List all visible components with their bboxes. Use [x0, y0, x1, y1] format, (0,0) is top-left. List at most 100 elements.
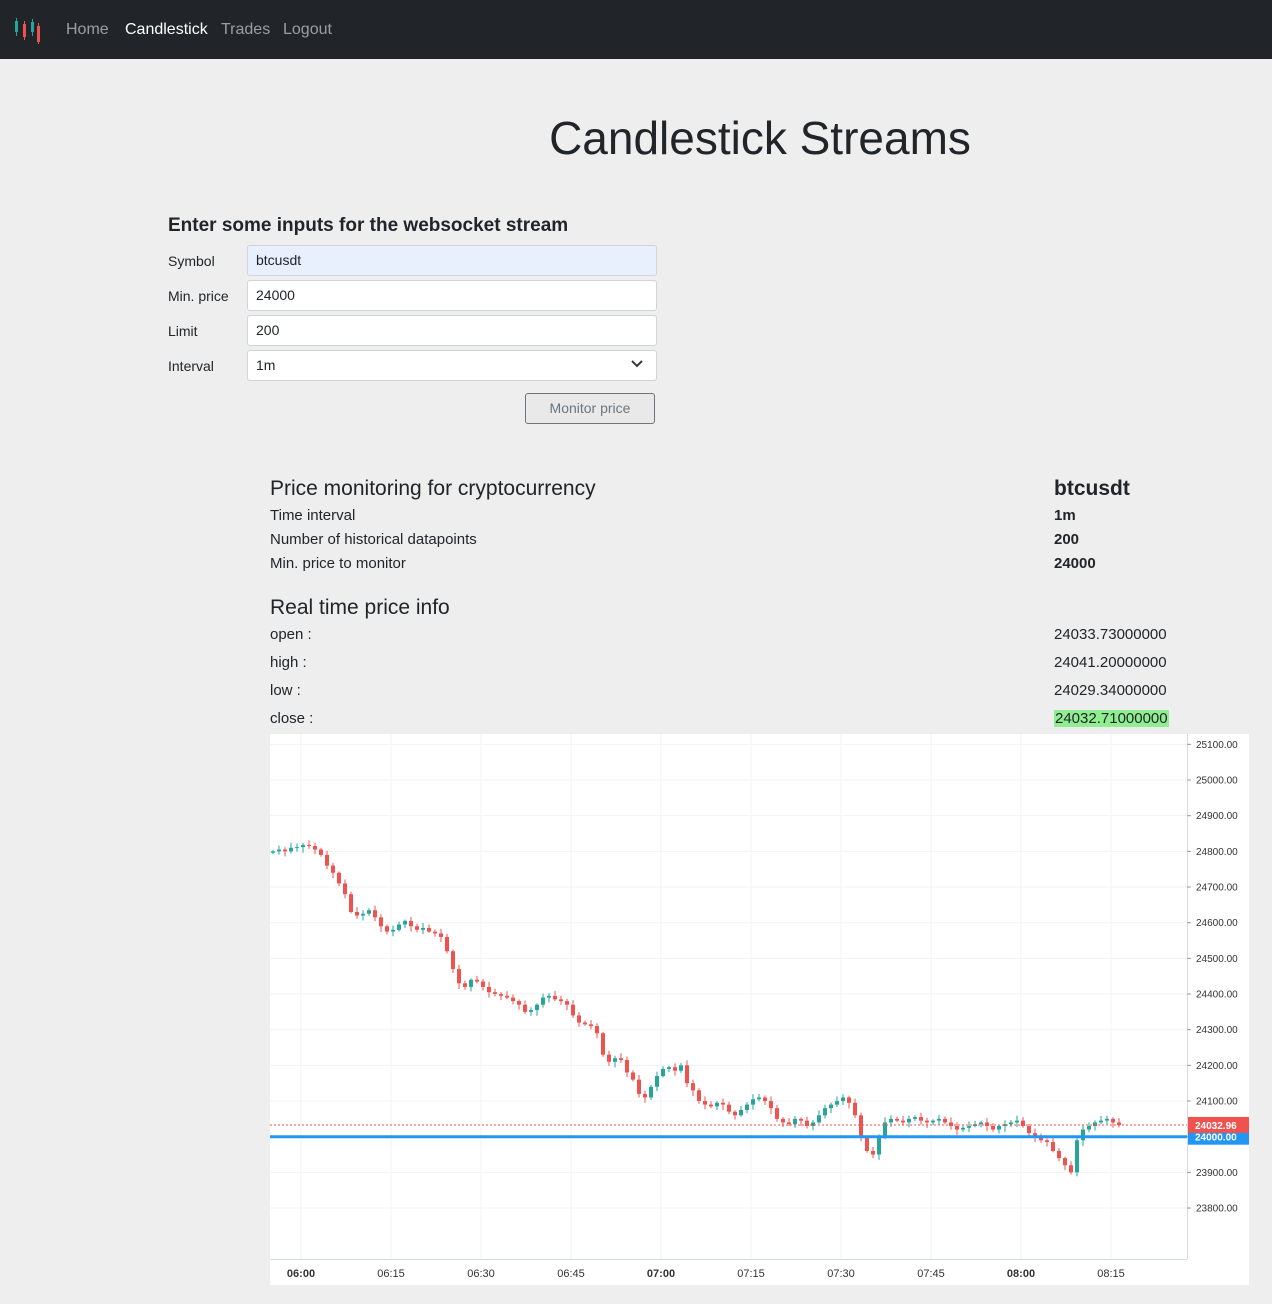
candle-body: [625, 1060, 629, 1073]
candlestick-chart-canvas[interactable]: 25100.00 25000.00 24900.00 24800.00 24700.00…: [270, 734, 1249, 1285]
candle: [565, 999, 569, 1011]
candle-body: [1045, 1140, 1049, 1143]
price-tick-label: 23900.00: [1196, 1168, 1238, 1179]
candle-body: [373, 910, 377, 918]
candle: [1069, 1161, 1073, 1175]
candle: [931, 1119, 935, 1126]
candle: [571, 1000, 575, 1018]
candle-body: [703, 1101, 707, 1105]
candle: [331, 862, 335, 879]
candle-body: [697, 1090, 701, 1102]
candle-body: [1039, 1136, 1043, 1141]
candle: [505, 991, 509, 1000]
interval-select[interactable]: 1m: [247, 350, 657, 381]
candle-body: [571, 1004, 575, 1016]
candle-body: [829, 1104, 833, 1109]
candle-body: [511, 997, 515, 1002]
candle: [295, 843, 299, 852]
candle-body: [277, 849, 281, 852]
candle-body: [679, 1065, 683, 1071]
candle-body: [949, 1122, 953, 1126]
candle-body: [409, 920, 413, 927]
candle: [691, 1079, 695, 1097]
limit-input[interactable]: 200: [247, 315, 657, 346]
candle: [793, 1116, 797, 1128]
candle-body: [523, 1004, 527, 1012]
candle: [919, 1112, 923, 1125]
candle-body: [1009, 1122, 1013, 1125]
candle-body: [865, 1136, 869, 1151]
candle: [601, 1031, 605, 1057]
nav-link-logout[interactable]: Logout: [283, 21, 332, 38]
nav-link-candlestick[interactable]: Candlestick: [125, 21, 208, 38]
candle: [1117, 1118, 1121, 1128]
price-tick-label: 24100.00: [1196, 1097, 1238, 1108]
min-price-input[interactable]: 24000: [247, 280, 657, 311]
candle-body: [895, 1118, 899, 1121]
candle: [775, 1104, 779, 1122]
candlestick-logo-icon[interactable]: [14, 18, 42, 44]
candle-body: [841, 1097, 845, 1102]
close-value-wrap: 24032.71000000: [1054, 709, 1169, 729]
candle: [421, 923, 425, 935]
nav-link-trades[interactable]: Trades: [221, 21, 271, 38]
candle: [1111, 1117, 1115, 1128]
candle: [715, 1101, 719, 1110]
candle: [451, 949, 455, 973]
candle-body: [451, 951, 455, 970]
last-price-label-box: [1188, 1116, 1249, 1133]
candle: [469, 978, 473, 992]
candle: [703, 1096, 707, 1110]
candle-body: [649, 1086, 653, 1098]
candle-body: [775, 1108, 779, 1119]
price-tick-label: 24700.00: [1196, 883, 1238, 894]
candle-body: [709, 1104, 713, 1107]
candle: [355, 906, 359, 919]
candle-body: [283, 849, 287, 852]
candle: [397, 921, 401, 932]
last-price-label: 24032.96: [1195, 1121, 1237, 1132]
candle: [847, 1095, 851, 1109]
candle-body: [1105, 1118, 1109, 1121]
interval-label: Interval: [168, 358, 214, 374]
price-tick-label: 24900.00: [1196, 811, 1238, 822]
candle-body: [757, 1097, 761, 1100]
candle: [787, 1118, 791, 1126]
candle-body: [301, 844, 305, 848]
datapoints-label: Number of historical datapoints: [270, 531, 477, 548]
candle: [1075, 1137, 1079, 1177]
candle-body: [721, 1102, 725, 1105]
monitor-price-button[interactable]: Monitor price: [525, 393, 655, 424]
candle-body: [661, 1068, 665, 1077]
price-tick-label: 24300.00: [1196, 1025, 1238, 1036]
candle: [799, 1117, 803, 1126]
candle-body: [355, 911, 359, 916]
time-tick-label: 07:15: [737, 1268, 765, 1280]
candle-body: [457, 969, 461, 984]
candle: [781, 1117, 785, 1128]
candle-body: [349, 894, 353, 912]
candle: [973, 1121, 977, 1128]
price-tick-label: 24400.00: [1196, 990, 1238, 1001]
candle: [751, 1094, 755, 1110]
candle-body: [715, 1102, 719, 1107]
candle-body: [541, 997, 545, 1005]
candle: [823, 1104, 827, 1119]
candle-body: [1027, 1125, 1031, 1134]
candle-body: [493, 992, 497, 995]
page-title: Candlestick Streams: [549, 112, 971, 164]
candle-body: [817, 1115, 821, 1123]
candle: [1099, 1116, 1103, 1125]
candle: [583, 1020, 587, 1026]
candlestick-chart[interactable]: 25100.00 25000.00 24900.00 24800.00 24700.00…: [270, 734, 1249, 1285]
candle-body: [319, 849, 323, 855]
candle-body: [1021, 1120, 1025, 1126]
candle: [967, 1121, 971, 1133]
candle-body: [289, 847, 293, 852]
candle-body: [547, 995, 551, 998]
symbol-input[interactable]: btcusdt: [247, 245, 657, 276]
candle: [325, 850, 329, 870]
candle: [463, 980, 467, 990]
nav-link-home[interactable]: Home: [66, 21, 109, 38]
close-value: 24032.71000000: [1054, 710, 1169, 727]
